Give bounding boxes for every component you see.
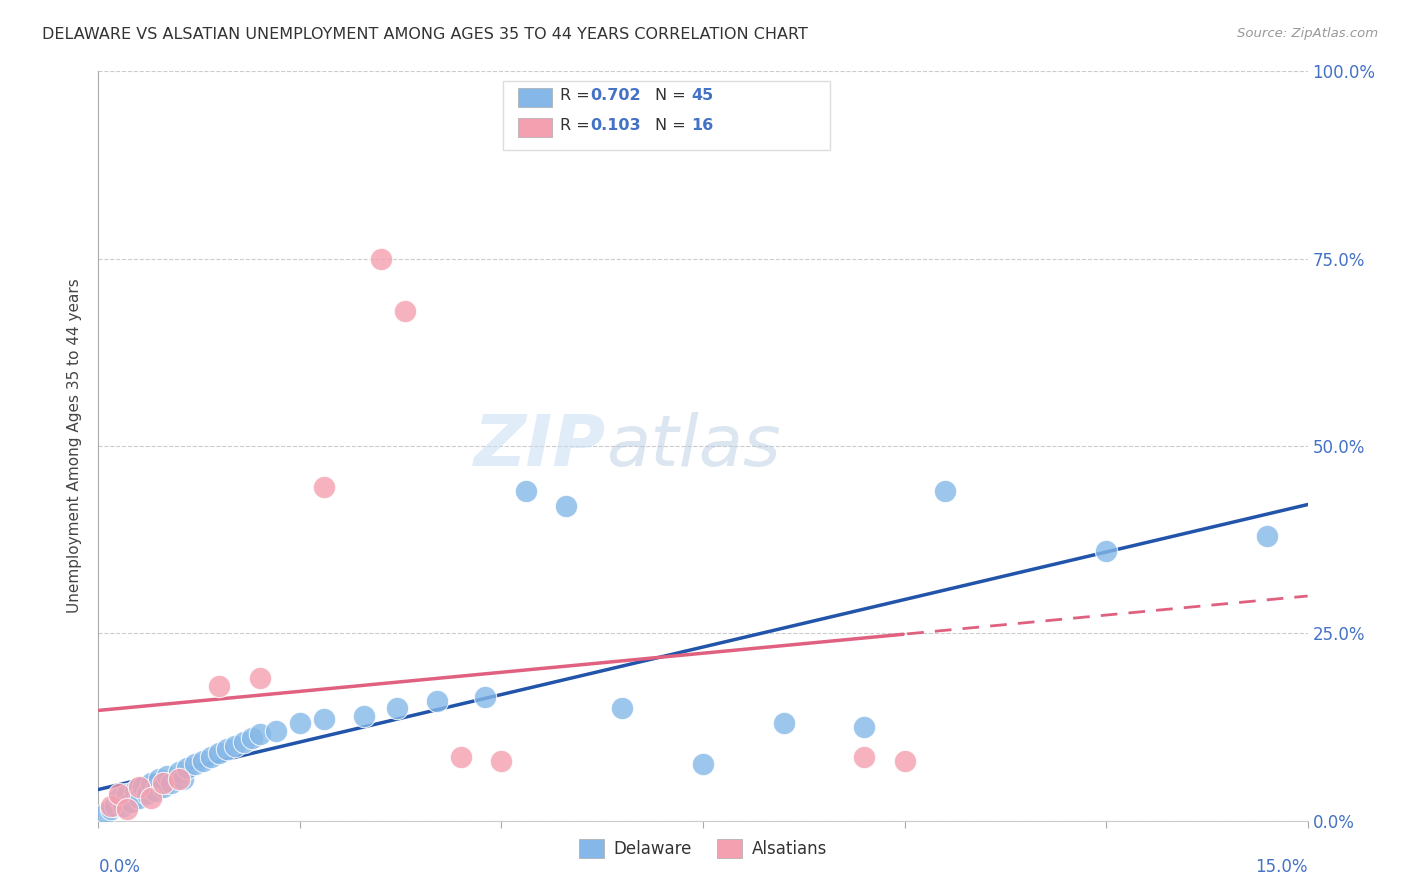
Point — [172, 772, 194, 787]
Point — [128, 791, 150, 805]
Point — [370, 252, 392, 266]
Point — [128, 780, 150, 794]
Point — [103, 798, 125, 813]
Point — [208, 746, 231, 760]
Text: atlas: atlas — [606, 411, 780, 481]
Point — [692, 757, 714, 772]
Point — [385, 701, 408, 715]
Point — [240, 731, 263, 746]
Point — [193, 754, 215, 768]
Point — [353, 708, 375, 723]
Text: ZIP: ZIP — [474, 411, 606, 481]
Point — [152, 780, 174, 794]
Point — [156, 769, 179, 783]
Point — [96, 806, 118, 821]
Point — [100, 798, 122, 813]
Text: R =: R = — [561, 87, 595, 103]
Point — [120, 795, 142, 809]
Bar — [517, 87, 553, 107]
Text: 0.702: 0.702 — [591, 87, 641, 103]
Text: 0.0%: 0.0% — [98, 858, 141, 876]
Text: 0.103: 0.103 — [591, 118, 641, 133]
Point — [139, 791, 162, 805]
Point — [249, 671, 271, 685]
Point — [184, 757, 207, 772]
Point — [167, 772, 190, 787]
Point — [612, 701, 634, 715]
Point — [148, 772, 170, 787]
Point — [264, 723, 287, 738]
Point — [224, 739, 246, 753]
Text: DELAWARE VS ALSATIAN UNEMPLOYMENT AMONG AGES 35 TO 44 YEARS CORRELATION CHART: DELAWARE VS ALSATIAN UNEMPLOYMENT AMONG … — [42, 27, 808, 42]
Point — [853, 750, 876, 764]
Point — [249, 727, 271, 741]
Point — [474, 690, 496, 704]
Point — [176, 761, 198, 775]
Point — [167, 764, 190, 779]
Point — [555, 499, 578, 513]
Point — [160, 776, 183, 790]
Text: 15.0%: 15.0% — [1256, 858, 1308, 876]
Point — [217, 742, 239, 756]
Point — [853, 720, 876, 734]
Text: Source: ZipAtlas.com: Source: ZipAtlas.com — [1237, 27, 1378, 40]
Text: R =: R = — [561, 118, 595, 133]
Point — [115, 802, 138, 816]
Point — [132, 780, 155, 794]
Point — [139, 776, 162, 790]
Point — [450, 750, 472, 764]
Point — [107, 791, 129, 805]
Point — [772, 716, 794, 731]
Point — [124, 783, 146, 797]
Point — [288, 716, 311, 731]
Point — [934, 483, 956, 498]
Point — [1256, 529, 1278, 543]
Point — [314, 480, 336, 494]
Point — [111, 798, 134, 813]
Point — [314, 713, 336, 727]
Point — [1095, 544, 1118, 558]
Point — [491, 754, 513, 768]
Legend: Delaware, Alsatians: Delaware, Alsatians — [572, 832, 834, 864]
Point — [152, 776, 174, 790]
Text: N =: N = — [655, 118, 690, 133]
Point — [515, 483, 537, 498]
Text: 45: 45 — [690, 87, 713, 103]
Point — [143, 783, 166, 797]
Point — [232, 735, 254, 749]
Point — [135, 788, 157, 802]
Bar — [503, 81, 830, 150]
Bar — [517, 118, 553, 137]
Point — [394, 304, 416, 318]
Y-axis label: Unemployment Among Ages 35 to 44 years: Unemployment Among Ages 35 to 44 years — [67, 278, 83, 614]
Point — [100, 802, 122, 816]
Point — [200, 750, 222, 764]
Point — [426, 694, 449, 708]
Point — [107, 788, 129, 802]
Point — [893, 754, 915, 768]
Text: N =: N = — [655, 87, 690, 103]
Text: 16: 16 — [690, 118, 713, 133]
Point — [208, 679, 231, 693]
Point — [115, 788, 138, 802]
